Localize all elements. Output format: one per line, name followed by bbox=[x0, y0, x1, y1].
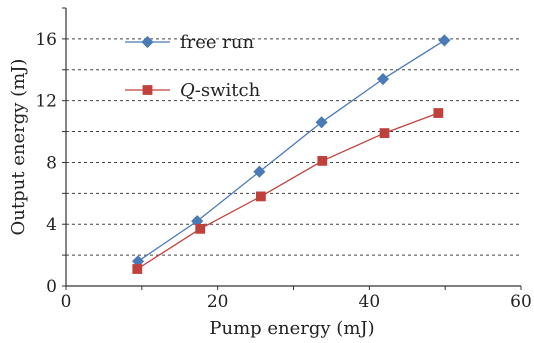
data-point bbox=[195, 223, 206, 234]
x-tick-label: 40 bbox=[359, 292, 381, 312]
data-point bbox=[376, 72, 390, 86]
legend-label: free run bbox=[180, 32, 254, 53]
data-point bbox=[253, 165, 266, 178]
series-line bbox=[136, 112, 439, 270]
y-tick-label: 16 bbox=[35, 30, 57, 50]
data-point bbox=[317, 155, 328, 166]
legend-marker bbox=[142, 85, 153, 95]
y-tick-label: 12 bbox=[35, 92, 57, 112]
legend-label-part: -switch bbox=[195, 80, 261, 101]
data-point bbox=[255, 191, 266, 202]
y-axis-label: Output energy (mJ) bbox=[8, 59, 29, 236]
y-tick-label: 4 bbox=[46, 215, 57, 235]
x-tick-label: 60 bbox=[510, 292, 532, 312]
legend-item: Q-switch bbox=[125, 80, 261, 101]
y-tick-label: 8 bbox=[46, 153, 57, 173]
data-point bbox=[132, 264, 143, 274]
legend-label-part: free run bbox=[180, 32, 254, 53]
data-point bbox=[315, 116, 328, 129]
legend-label-part: Q bbox=[180, 80, 195, 101]
gridlines bbox=[66, 38, 521, 256]
data-point bbox=[379, 128, 390, 139]
data-point bbox=[433, 108, 444, 118]
x-axis-label: Pump energy (mJ) bbox=[209, 318, 374, 339]
legend-item: free run bbox=[125, 32, 254, 53]
series-layer bbox=[131, 34, 451, 274]
y-tick-label: 0 bbox=[46, 277, 57, 297]
axes: 0 4 8 12 16 0 20 40 60 bbox=[35, 7, 532, 312]
series-0 bbox=[131, 34, 451, 268]
legend: free run Q-switch bbox=[125, 32, 261, 101]
x-tick-label: 20 bbox=[207, 292, 229, 312]
axis-labels: Pump energy (mJ) Output energy (mJ) bbox=[8, 59, 375, 339]
series-1 bbox=[132, 108, 444, 274]
series-line bbox=[137, 39, 445, 262]
data-point bbox=[438, 34, 451, 47]
legend-marker bbox=[141, 35, 154, 49]
x-tick-label: 0 bbox=[61, 292, 72, 312]
legend-label: Q-switch bbox=[180, 80, 261, 101]
